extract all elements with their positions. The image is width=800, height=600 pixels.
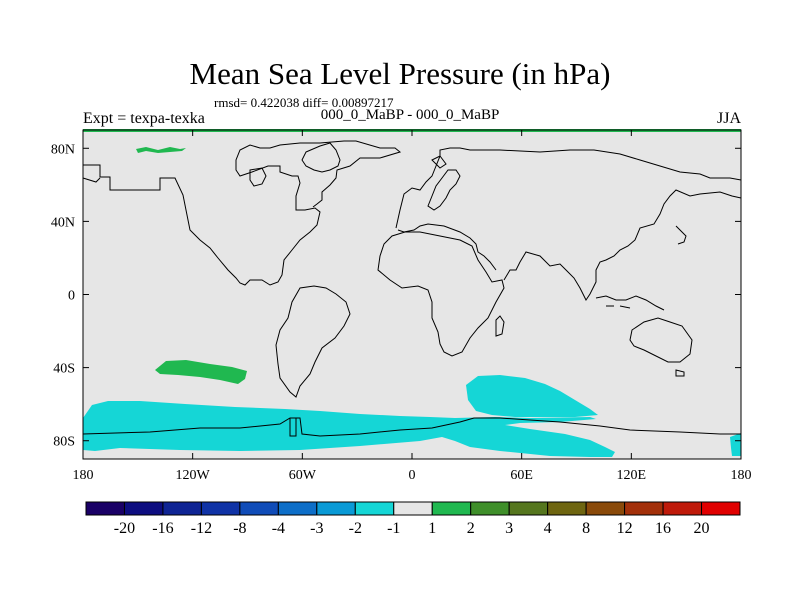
- southern-ocean-negative-region: [83, 401, 615, 457]
- colorbar-box: [316, 501, 356, 516]
- coast-antarctic-peninsula: [289, 418, 297, 437]
- colorbar-box: [239, 501, 279, 516]
- map-background: [83, 130, 741, 459]
- colorbar-box: [585, 501, 626, 516]
- coast-africa: [377, 231, 505, 357]
- x-tick-label: 180: [73, 468, 94, 483]
- colorbar-box: [547, 501, 587, 516]
- chart-title: Mean Sea Level Pressure (in hPa): [189, 56, 611, 91]
- colorbar-label: 12: [617, 520, 633, 537]
- colorbar-box: [624, 501, 664, 516]
- colorbar-box: [277, 501, 318, 516]
- colorbar-box: [701, 501, 741, 516]
- colorbar-box: [393, 501, 433, 516]
- y-tick-label: 80S: [53, 435, 75, 450]
- colorbar-label: 20: [694, 520, 710, 537]
- south-pacific-positive-region: [155, 360, 247, 384]
- x-tick-label: 120E: [617, 468, 647, 483]
- east-antarctic-negative-region: [730, 433, 741, 456]
- chart-subtitle: 000_0_MaBP - 000_0_MaBP: [320, 107, 500, 123]
- colorbar-label: 16: [655, 520, 671, 537]
- experiment-label: Expt = texpa-texka: [83, 110, 205, 127]
- coast-new-zealand: [675, 369, 685, 377]
- y-tick-label: 40N: [51, 215, 75, 230]
- coastlines: [82, 140, 742, 437]
- colorbar-label: 1: [428, 520, 436, 537]
- coast-eurasia: [395, 147, 742, 301]
- colorbar-label: -8: [233, 520, 246, 537]
- colorbar: -20 -16 -12 -8 -4 -3 -2 -1 1 2 3 4 8 12 16 20: [85, 501, 741, 537]
- coast-japan: [675, 225, 687, 245]
- colorbar-label: -16: [152, 520, 173, 537]
- colorbar-box: [162, 501, 202, 516]
- coast-arctic-islands: [249, 155, 447, 187]
- x-tick-label: 120W: [176, 468, 211, 483]
- colorbar-label: -4: [272, 520, 285, 537]
- x-tick-label: 180: [731, 468, 752, 483]
- colorbar-box: [662, 501, 703, 516]
- colorbar-label: -3: [310, 520, 323, 537]
- y-tick-label: 80N: [51, 142, 75, 157]
- season-label: JJA: [716, 110, 741, 127]
- colorbar-box: [200, 501, 241, 516]
- coast-madagascar: [495, 315, 505, 337]
- colorbar-box: [470, 501, 510, 516]
- colorbar-box: [354, 501, 395, 516]
- x-tick-label: 60E: [510, 468, 533, 483]
- coast-indonesia: [595, 295, 665, 311]
- coast-scandinavia: [427, 169, 461, 211]
- x-tick-label: 60W: [289, 468, 317, 483]
- colorbar-box: [85, 501, 125, 516]
- coast-australia: [629, 317, 693, 363]
- coast-antarctica: [82, 417, 741, 437]
- coast-south-america: [275, 285, 351, 398]
- colorbar-box: [431, 501, 472, 516]
- colorbar-label: -20: [114, 520, 135, 537]
- x-tick-label: 0: [409, 468, 416, 483]
- colorbar-label: -12: [191, 520, 212, 537]
- colorbar-label: 2: [467, 520, 475, 537]
- coast-north-america: [83, 140, 402, 286]
- x-axis: 180 120W 60W 0 60E 120E 180: [73, 130, 752, 483]
- y-axis: 80N 40N 0 40S 80S: [51, 142, 741, 450]
- coast-north-america-pacific: [82, 177, 101, 183]
- colorbar-label: 3: [505, 520, 513, 537]
- colorbar-box: [508, 501, 549, 516]
- anomaly-layer: [83, 147, 741, 457]
- stats-text: rmsd= 0.422038 diff= 0.00897217: [214, 95, 394, 110]
- y-tick-label: 40S: [53, 362, 75, 377]
- south-indian-negative-region: [466, 375, 598, 417]
- colorbar-label: 4: [544, 520, 552, 537]
- colorbar-label: -1: [387, 520, 400, 537]
- colorbar-label: -2: [349, 520, 362, 537]
- y-tick-label: 0: [68, 289, 75, 304]
- colorbar-box: [123, 501, 164, 516]
- colorbar-label: 8: [582, 520, 590, 537]
- coast-greenland: [301, 142, 341, 173]
- arctic-positive-region: [136, 147, 186, 153]
